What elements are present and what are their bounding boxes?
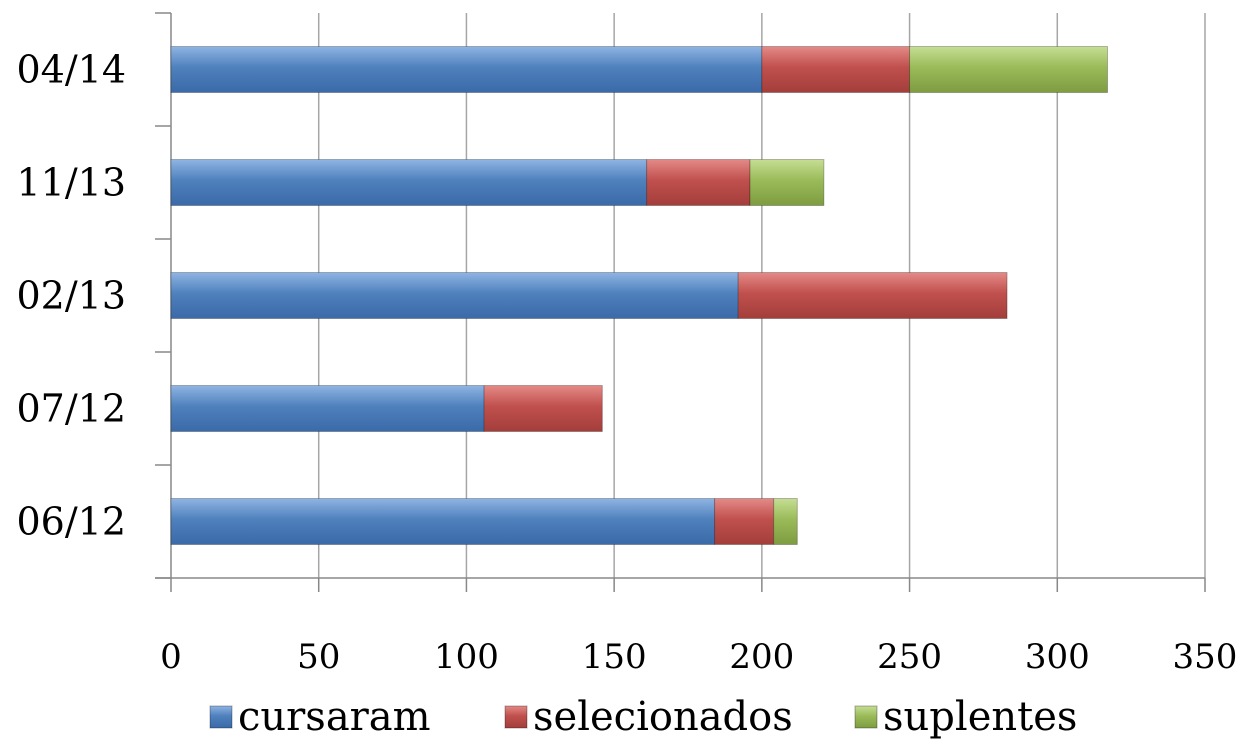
- bar-cursaram-07/12: [170, 385, 485, 432]
- y-category-label-04/14: 04/14: [16, 48, 126, 92]
- x-tick-label-150: 150: [582, 637, 647, 677]
- x-tick-label-250: 250: [877, 637, 942, 677]
- y-axis-category-labels: 06/12 07/12 02/13 11/13 04/14: [16, 48, 126, 544]
- x-tick-label-100: 100: [434, 637, 499, 677]
- legend-swatch-selecionados: [504, 705, 528, 729]
- x-axis-tick-labels: 0 50 100 150 200 250 300 350: [160, 637, 1237, 677]
- legend-swatch-suplentes: [854, 705, 878, 729]
- x-tick-label-300: 300: [1025, 637, 1090, 677]
- x-tick-label-50: 50: [297, 637, 340, 677]
- x-tick-label-0: 0: [160, 637, 182, 677]
- bar-selecionados-11/13: [646, 159, 751, 206]
- bar-selecionados-07/12: [483, 385, 603, 432]
- legend: cursaram selecionados suplentes: [209, 694, 1077, 740]
- y-category-label-06/12: 06/12: [16, 500, 126, 544]
- legend-label-cursaram: cursaram: [238, 694, 431, 740]
- bar-selecionados-02/13: [737, 272, 1008, 319]
- x-tick-label-200: 200: [729, 637, 794, 677]
- y-category-label-07/12: 07/12: [16, 387, 126, 431]
- legend-label-selecionados: selecionados: [533, 694, 793, 740]
- bar-cursaram-04/14: [170, 46, 763, 93]
- bar-cursaram-11/13: [170, 159, 648, 206]
- bar-selecionados-06/12: [714, 498, 775, 545]
- x-tick-label-350: 350: [1173, 637, 1238, 677]
- y-category-label-11/13: 11/13: [16, 161, 126, 205]
- bar-suplentes-11/13: [749, 159, 825, 206]
- y-category-label-02/13: 02/13: [16, 274, 126, 318]
- bars: [170, 46, 1109, 545]
- bar-cursaram-02/13: [170, 272, 739, 319]
- legend-label-suplentes: suplentes: [883, 694, 1077, 740]
- legend-swatch-cursaram: [209, 705, 233, 729]
- bar-selecionados-04/14: [761, 46, 911, 93]
- bar-suplentes-04/14: [909, 46, 1109, 93]
- bar-cursaram-06/12: [170, 498, 716, 545]
- bar-suplentes-06/12: [773, 498, 798, 545]
